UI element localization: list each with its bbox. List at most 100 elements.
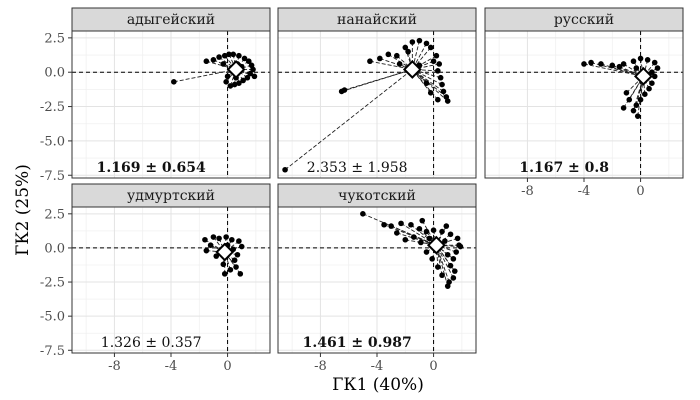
data-point	[203, 247, 210, 254]
spoke-line	[412, 69, 447, 98]
data-point	[202, 236, 208, 243]
data-point	[451, 268, 458, 274]
facet-title: нанайский	[337, 12, 417, 28]
panel-annotation: 2.353 ± 1.958	[307, 160, 408, 176]
data-point	[442, 238, 448, 244]
spoke-line	[435, 245, 449, 287]
spoke-line	[284, 69, 413, 171]
data-point	[213, 253, 220, 259]
data-point	[398, 220, 404, 227]
data-point	[616, 63, 623, 70]
panel-border	[71, 30, 271, 179]
panel-annotation: 1.167 ± 0.8	[519, 160, 609, 176]
facet-panel: чукотский 1.461 ± 0.987	[277, 183, 477, 354]
data-point	[402, 236, 409, 243]
data-point	[238, 243, 245, 250]
data-point	[210, 234, 217, 240]
data-point	[637, 55, 644, 62]
data-point	[644, 57, 651, 63]
data-point	[637, 96, 644, 103]
data-point	[630, 107, 637, 114]
panels-layer: адыгейский 1.169 ± 0.654 нанайский 2.353 ± …	[71, 7, 684, 354]
data-point	[416, 226, 423, 232]
data-point	[609, 62, 616, 69]
data-point	[620, 61, 627, 67]
spoke-line	[218, 56, 237, 70]
y-tick-label: 2.5	[44, 31, 65, 46]
data-point	[426, 235, 433, 242]
y-tick-label: -5.0	[40, 134, 65, 149]
data-point	[430, 227, 437, 233]
data-point	[394, 230, 400, 236]
spoke-line	[173, 69, 237, 83]
data-point	[588, 59, 594, 66]
facet-panel: адыгейский 1.169 ± 0.654	[71, 7, 271, 179]
data-point	[440, 88, 447, 95]
centroid-marker	[215, 242, 235, 262]
data-point	[381, 221, 387, 228]
data-point	[634, 113, 641, 119]
spoke-line	[412, 69, 449, 102]
data-point	[642, 91, 648, 97]
data-point	[216, 235, 222, 242]
spoke-line	[436, 244, 457, 253]
data-point	[203, 58, 210, 65]
data-point	[220, 61, 227, 67]
x-tick-label: -8	[521, 184, 534, 199]
data-point	[443, 223, 450, 229]
data-point	[231, 257, 238, 264]
data-point	[236, 80, 242, 87]
spoke-line	[628, 76, 644, 100]
x-axis: -8 -4 0 -8 -4 0 -8 -4 0	[108, 178, 645, 374]
panel-annotation: 1.326 ± 0.357	[101, 335, 202, 351]
spoke-line	[400, 222, 437, 246]
spoke-line	[412, 47, 432, 70]
x-tick-label: -4	[371, 359, 384, 374]
data-point	[388, 223, 394, 229]
facet-title: адыгейский	[127, 12, 215, 28]
data-point	[427, 44, 434, 51]
data-point	[360, 211, 366, 217]
data-point	[241, 55, 248, 62]
data-point	[408, 221, 414, 228]
data-point	[207, 242, 214, 249]
data-point	[409, 39, 416, 45]
data-point	[418, 239, 424, 246]
data-point	[433, 52, 440, 59]
data-point	[444, 251, 451, 258]
data-point	[623, 90, 630, 96]
y-tick-label: 0.0	[44, 66, 65, 81]
data-point	[396, 61, 403, 67]
data-point	[234, 251, 241, 258]
data-point	[247, 70, 253, 77]
data-point	[221, 52, 228, 59]
panel-annotation: 1.461 ± 0.987	[303, 335, 412, 351]
y-tick-label: -7.5	[40, 344, 65, 359]
data-point	[598, 61, 604, 67]
data-point	[423, 249, 430, 255]
centroid-marker	[633, 66, 653, 86]
data-point	[423, 80, 430, 87]
data-point	[429, 256, 435, 262]
data-point	[423, 40, 430, 47]
data-point	[236, 238, 242, 244]
data-point	[227, 266, 234, 273]
data-point	[394, 52, 400, 59]
spoke-line	[396, 55, 413, 70]
data-point	[419, 217, 426, 224]
spoke-line	[412, 63, 440, 70]
data-point	[626, 96, 633, 103]
data-point	[450, 275, 457, 281]
spoke-line	[412, 55, 437, 70]
facet-title: русский	[554, 12, 614, 28]
data-point	[402, 44, 409, 51]
data-point	[223, 79, 229, 85]
y-axis-title: ГК2 (25%)	[13, 164, 33, 256]
facet-panel: удмуртский 1.326 ± 0.357	[71, 183, 271, 354]
data-point	[423, 228, 430, 235]
data-point	[230, 51, 237, 58]
data-point	[216, 54, 222, 60]
data-point	[454, 235, 461, 242]
data-point	[439, 81, 445, 88]
data-point	[435, 96, 441, 103]
